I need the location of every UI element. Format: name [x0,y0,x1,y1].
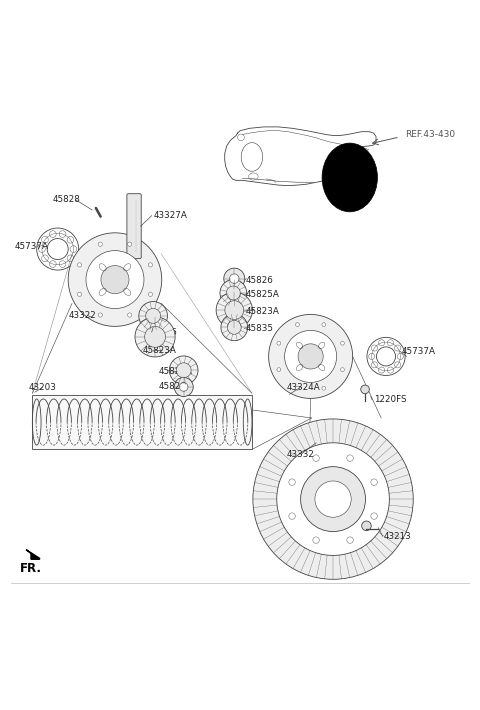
Circle shape [300,466,365,532]
Text: 43213: 43213 [384,532,412,541]
Circle shape [277,443,389,555]
Text: 45737A: 45737A [401,346,435,356]
Circle shape [86,251,144,309]
Circle shape [347,537,353,543]
Circle shape [77,263,82,267]
Circle shape [221,314,248,341]
Text: 45823A: 45823A [142,346,176,355]
Circle shape [371,513,377,519]
Circle shape [77,293,82,296]
Text: 43324A: 43324A [287,383,321,392]
Circle shape [315,481,351,518]
Circle shape [285,330,336,383]
Circle shape [298,344,323,369]
Circle shape [146,308,161,323]
Circle shape [347,455,353,462]
Circle shape [361,385,369,393]
Circle shape [340,368,344,371]
Text: 43322: 43322 [68,312,96,320]
Circle shape [371,479,377,486]
Circle shape [253,419,413,579]
Circle shape [322,386,326,390]
Circle shape [322,323,326,327]
Circle shape [289,513,295,519]
Text: 45826: 45826 [246,276,274,285]
Ellipse shape [322,143,377,212]
Text: 45823A: 45823A [246,307,280,316]
Circle shape [362,521,371,530]
Text: 45737A: 45737A [15,242,49,251]
Circle shape [180,383,188,391]
Circle shape [68,233,162,327]
Circle shape [101,266,129,294]
Text: 45825A: 45825A [159,367,193,376]
Text: 45825A: 45825A [246,290,280,300]
Circle shape [148,263,153,267]
Circle shape [269,315,353,398]
Circle shape [216,292,252,328]
Circle shape [277,342,281,345]
Text: 1220FS: 1220FS [373,395,406,405]
Text: 45835: 45835 [246,324,274,333]
Circle shape [144,327,166,347]
Text: 45826: 45826 [159,383,187,391]
Circle shape [227,286,240,300]
Circle shape [296,323,300,327]
Circle shape [128,313,132,317]
Circle shape [277,368,281,371]
Circle shape [174,378,193,396]
Circle shape [128,242,132,246]
Circle shape [289,479,295,486]
Circle shape [340,342,344,345]
Circle shape [98,313,102,317]
Circle shape [313,455,319,462]
FancyBboxPatch shape [127,194,141,258]
Circle shape [224,268,245,289]
Text: 45828: 45828 [53,195,81,204]
Circle shape [228,320,241,334]
Circle shape [296,386,300,390]
Circle shape [225,301,244,320]
Circle shape [98,242,102,246]
Bar [33,395,252,449]
Text: 43327A: 43327A [154,211,188,220]
Circle shape [135,317,175,357]
Circle shape [148,293,153,296]
Circle shape [176,363,191,378]
Circle shape [220,280,247,306]
Polygon shape [26,550,39,559]
Text: 43203: 43203 [29,383,57,392]
Circle shape [139,302,168,330]
Text: 45835: 45835 [149,327,177,337]
Circle shape [169,356,198,385]
Circle shape [313,537,319,543]
Text: 43332: 43332 [287,449,315,459]
Text: FR.: FR. [20,562,42,575]
Text: REF.43-430: REF.43-430 [405,130,455,139]
Circle shape [229,274,239,283]
